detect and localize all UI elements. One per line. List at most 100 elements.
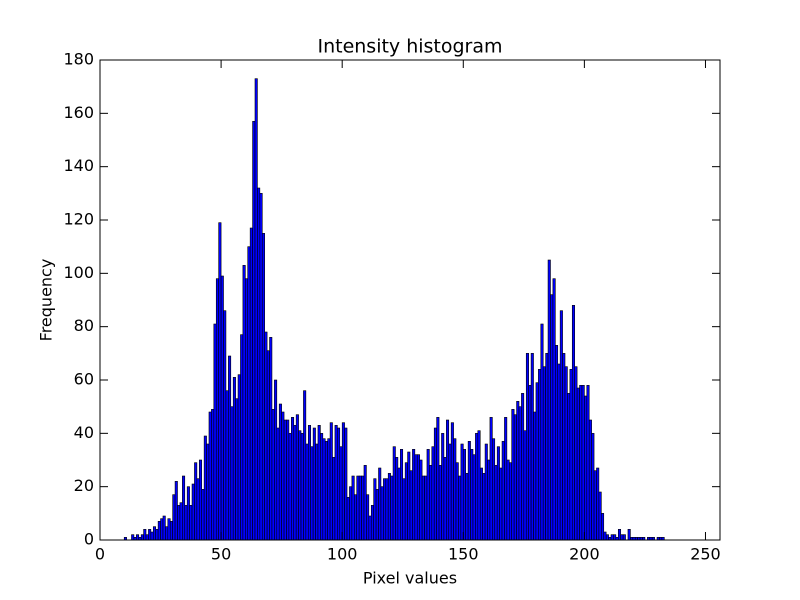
bar bbox=[247, 246, 251, 541]
bar bbox=[208, 411, 212, 541]
x-tick-label: 200 bbox=[569, 545, 600, 564]
bar bbox=[603, 531, 607, 541]
bar bbox=[438, 465, 442, 541]
y-tick-label: 80 bbox=[74, 316, 94, 335]
bar bbox=[339, 446, 343, 541]
bar bbox=[511, 409, 515, 541]
bar bbox=[276, 427, 280, 541]
bar bbox=[395, 457, 399, 541]
bar bbox=[499, 467, 503, 541]
bar bbox=[455, 462, 459, 541]
x-axis-label: Pixel values bbox=[363, 569, 457, 588]
bar bbox=[218, 222, 222, 541]
bar bbox=[542, 366, 546, 541]
bar bbox=[424, 475, 428, 541]
bar bbox=[581, 385, 585, 541]
bar bbox=[525, 353, 529, 541]
bar bbox=[605, 534, 609, 541]
bar bbox=[320, 433, 324, 541]
bar bbox=[518, 406, 522, 541]
bar bbox=[249, 227, 253, 541]
bar bbox=[341, 422, 345, 541]
bar bbox=[421, 475, 425, 541]
bar bbox=[240, 334, 244, 541]
bar bbox=[622, 534, 626, 541]
bar bbox=[324, 441, 328, 541]
bar bbox=[404, 462, 408, 541]
bar bbox=[504, 417, 508, 541]
bar bbox=[588, 419, 592, 541]
bar bbox=[431, 446, 435, 541]
bar bbox=[228, 355, 232, 541]
bar bbox=[177, 505, 181, 541]
bar bbox=[412, 449, 416, 541]
bar bbox=[203, 435, 207, 541]
bar bbox=[317, 425, 321, 541]
bar bbox=[143, 529, 147, 541]
bar bbox=[329, 422, 333, 541]
bar bbox=[278, 403, 282, 541]
bar bbox=[535, 382, 539, 541]
bar bbox=[271, 409, 275, 541]
x-tick-label: 0 bbox=[95, 545, 105, 564]
bar bbox=[414, 454, 418, 541]
bar bbox=[533, 411, 537, 541]
bar bbox=[591, 433, 595, 541]
y-tick-label: 120 bbox=[63, 210, 94, 229]
bar bbox=[528, 385, 532, 541]
bar bbox=[458, 475, 462, 541]
y-axis-label: Frequency bbox=[37, 259, 56, 342]
bar bbox=[252, 121, 256, 541]
bar bbox=[557, 363, 561, 541]
bar bbox=[315, 443, 319, 541]
bar bbox=[191, 483, 195, 541]
bar bbox=[567, 393, 571, 541]
bar bbox=[303, 390, 307, 541]
bar bbox=[574, 366, 578, 541]
bar bbox=[351, 475, 355, 541]
y-tick-label: 60 bbox=[74, 370, 94, 389]
x-tick-label: 250 bbox=[690, 545, 721, 564]
bar bbox=[269, 337, 273, 541]
bar bbox=[465, 473, 469, 541]
bar bbox=[162, 515, 166, 541]
bar bbox=[358, 475, 362, 541]
bar bbox=[392, 446, 396, 541]
bar bbox=[484, 443, 488, 541]
bar bbox=[375, 489, 379, 541]
bar bbox=[261, 233, 265, 541]
bar bbox=[530, 353, 534, 541]
bar bbox=[596, 467, 600, 541]
bar bbox=[453, 438, 457, 541]
bar bbox=[332, 457, 336, 541]
bar bbox=[148, 529, 152, 541]
bar bbox=[576, 387, 580, 541]
bar bbox=[225, 390, 229, 541]
bar bbox=[232, 377, 236, 541]
bar bbox=[562, 353, 566, 541]
bar bbox=[327, 438, 331, 541]
bar bbox=[610, 534, 614, 541]
bar bbox=[213, 323, 217, 541]
bar bbox=[295, 414, 299, 541]
bar bbox=[492, 438, 496, 541]
bar bbox=[169, 521, 173, 541]
bar bbox=[426, 449, 430, 541]
bar bbox=[196, 478, 200, 541]
bar bbox=[182, 475, 186, 541]
bar bbox=[283, 419, 287, 541]
bar bbox=[419, 459, 423, 541]
bar bbox=[416, 454, 420, 541]
bar bbox=[429, 465, 433, 541]
bar bbox=[220, 275, 224, 541]
bar bbox=[201, 489, 205, 541]
bar bbox=[487, 459, 491, 541]
bar bbox=[586, 385, 590, 541]
bar bbox=[479, 467, 483, 541]
y-tick-label: 160 bbox=[63, 103, 94, 122]
bar bbox=[547, 259, 551, 541]
y-tick-label: 0 bbox=[84, 530, 94, 549]
y-tick-label: 180 bbox=[63, 50, 94, 69]
bar bbox=[627, 529, 631, 541]
